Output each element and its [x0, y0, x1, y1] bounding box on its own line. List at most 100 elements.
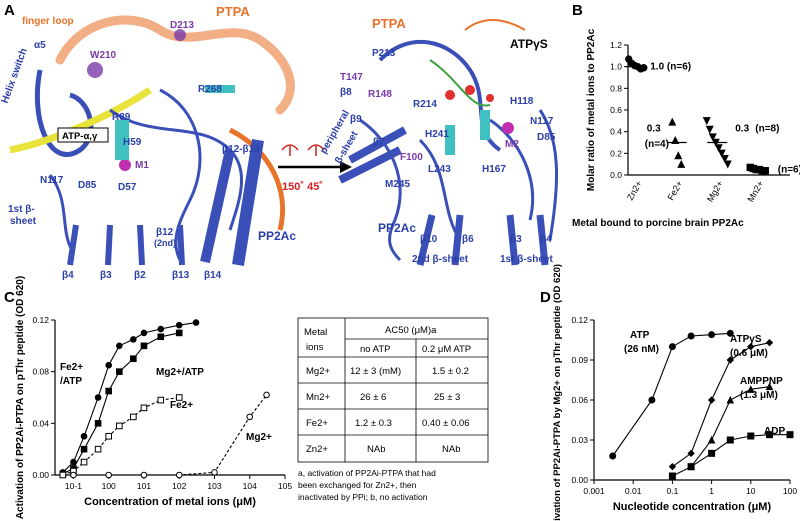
y-tick-label: 0.06: [571, 395, 588, 405]
label-r268: R268: [198, 84, 222, 95]
label-rotation: 150˚ 45˚: [282, 181, 323, 193]
table-row-no-atp: 26 ± 6: [360, 392, 386, 403]
y-tick-label: 0.08: [32, 367, 49, 377]
data-point: [130, 355, 137, 363]
x-axis-title: Metal bound to porcine brain PP2Ac: [572, 218, 744, 229]
label-fe-atp-1: Fe2+: [60, 362, 83, 373]
data-point: [175, 329, 183, 337]
metal-m2-sphere: [502, 122, 514, 134]
table-row-atp: NAb: [442, 444, 460, 455]
data-point: [687, 332, 695, 340]
ac50-table: Metal ions AC50 (μM)a no ATP 0.2 μM ATP …: [297, 317, 489, 502]
data-point: [130, 336, 137, 343]
data-point: [726, 329, 734, 337]
y-tick-label: 0.09: [571, 355, 588, 365]
label-m245: M245: [385, 179, 410, 190]
label-m2: M2: [505, 139, 519, 150]
label-r214: R214: [413, 99, 437, 110]
data-point: [140, 329, 148, 337]
label-mg: Mg2+: [246, 432, 272, 443]
label-f100: F100: [400, 152, 423, 163]
panel-letter-a: A: [4, 2, 15, 19]
panel-letter-c: C: [4, 289, 15, 306]
data-point: [786, 431, 794, 439]
data-point: [157, 325, 165, 333]
label-n117-left: N117: [40, 175, 64, 186]
label-ptpa-left: PTPA: [216, 4, 250, 19]
data-point: [708, 331, 716, 339]
label-first-sheet-1: 1st β-: [8, 204, 35, 215]
label-b12-b13: β12-β13: [222, 144, 260, 155]
y-tick-label: 0.0: [610, 170, 622, 180]
label-atp-alpha-gamma: ATP-α,γ: [62, 131, 98, 142]
data-point: [94, 394, 102, 401]
label-d57: D57: [118, 182, 137, 193]
data-point: [707, 435, 716, 444]
data-point: [723, 160, 732, 169]
data-point: [175, 471, 183, 479]
table-row-ion: Mn2+: [306, 392, 330, 403]
y-tick-label: 0.2: [610, 148, 622, 158]
y-tick-label: 0.00: [571, 475, 588, 485]
data-point: [705, 125, 714, 134]
label-b3-left: β3: [100, 270, 112, 281]
data-point: [211, 469, 218, 476]
data-point: [105, 387, 112, 395]
label-h59: H59: [123, 137, 142, 148]
panel-b: B 0.0 0.2 0.4 0.6 0.8 1.0 1.2 Molar ratio of me…: [572, 2, 800, 229]
x-tick-label: Mn2+: [745, 179, 765, 204]
annotation: (n=6): [778, 165, 800, 176]
label-b12-2nd: (2nd): [154, 238, 176, 248]
y-tick-label: 0.04: [32, 418, 49, 428]
structure-left: [9, 15, 295, 266]
x-tick-label: 10-1: [65, 481, 82, 491]
data-point: [157, 333, 165, 341]
data-point: [687, 449, 695, 458]
chart-d: 0.00 0.03 0.06 0.09 0.12 0.001 0.01 0.1 1 10 100 Ac…: [552, 264, 797, 521]
table-row-atp: 1.5 ± 0.2: [432, 366, 469, 377]
y-tick-label: 0.4: [610, 127, 622, 137]
table-col-no-atp: no ATP: [360, 344, 390, 355]
y-axis-title: Activation of PP2Ai-PTPA by Mg2+ on pThr…: [552, 264, 563, 521]
data-point: [263, 391, 270, 399]
x-tick-label: 101: [137, 481, 151, 491]
label-first-sheet-right: 1st β-sheet: [500, 254, 553, 265]
y-tick-label: 1.2: [610, 40, 622, 50]
table-row-ion: Zn2+: [306, 444, 328, 455]
data-point: [726, 356, 735, 364]
label-b9: β9: [350, 114, 362, 125]
panel-a: A finger loop PTPA D213 W210 α5 Helix sw…: [0, 2, 559, 281]
data-point: [175, 394, 183, 401]
data-point: [70, 458, 77, 466]
label-d-amppnp: AMPPNP: [740, 376, 783, 387]
data-point: [747, 432, 755, 440]
x-tick-label: 103: [207, 481, 221, 491]
data-point: [59, 471, 67, 479]
annotation: 0.3: [735, 124, 749, 135]
data-point: [720, 155, 729, 164]
data-point: [708, 133, 717, 142]
label-b2-left: β2: [134, 270, 146, 281]
annotation: (n=4): [645, 139, 669, 150]
data-point: [766, 431, 774, 439]
label-p213: P213: [372, 48, 396, 59]
data-point: [70, 471, 77, 479]
label-d85-right: D85: [537, 132, 556, 143]
label-b10: β10: [420, 234, 438, 245]
label-b6: β6: [462, 234, 474, 245]
x-tick-label: Mg2+: [705, 179, 725, 204]
label-b8: β8: [340, 87, 352, 98]
x-tick-label: 100: [783, 486, 797, 496]
x-tick-label: Zn2+: [625, 179, 644, 202]
panel-c: C 0.00 0.04 0.08 0.12 10-1 100 101 102 103 104 105…: [4, 276, 489, 519]
label-n117-right: N117: [530, 116, 554, 127]
x-axis-title: Concentration of metal ions (μM): [84, 496, 256, 508]
y-tick-label: 0.6: [610, 105, 622, 115]
x-axis-title: Nucleotide concentration (μM): [613, 501, 772, 513]
panel-d: D 0.00 0.03 0.06 0.09 0.12 0.001 0.01 0.1 1 10 100…: [540, 264, 797, 521]
y-tick-label: 0.12: [571, 315, 588, 325]
data-point: [80, 445, 88, 453]
data-point: [116, 422, 123, 430]
data-point: [668, 462, 677, 471]
x-tick-label: 104: [243, 481, 257, 491]
